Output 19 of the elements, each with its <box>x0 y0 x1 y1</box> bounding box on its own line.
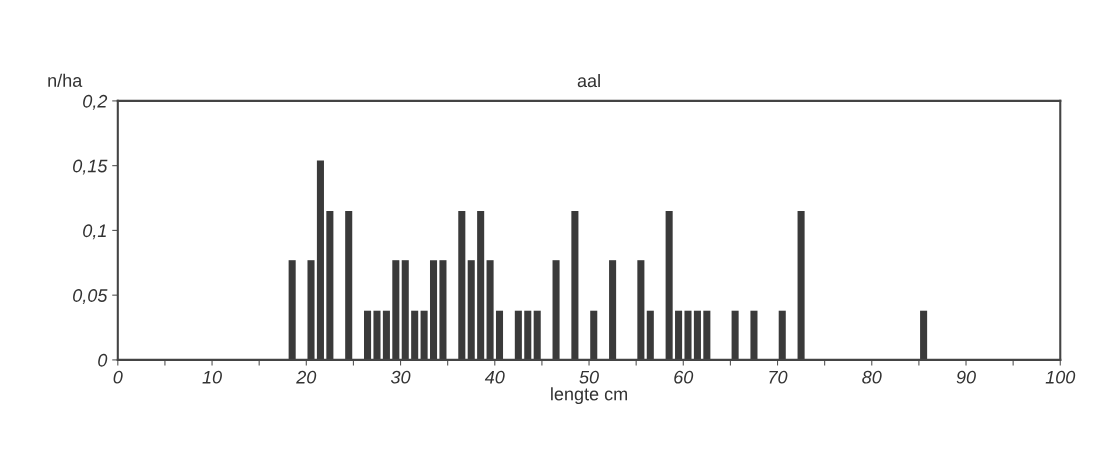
x-tick-label: 90 <box>956 370 976 384</box>
x-tick-label: 80 <box>862 370 882 384</box>
x-tick-label: 50 <box>579 370 599 384</box>
x-tick-label: 70 <box>769 370 788 384</box>
y-tick-label: 0,05 <box>73 289 108 305</box>
chart-title: aal <box>577 73 600 88</box>
x-tick-label: 10 <box>202 370 222 384</box>
y-tick-label: 0,2 <box>83 94 108 110</box>
x-tick-label: 30 <box>390 370 411 384</box>
y-tick-label: 0,1 <box>83 224 106 240</box>
x-tick-label: 40 <box>484 370 505 384</box>
y-tick-label: 0,15 <box>73 159 108 175</box>
x-tick-label: 20 <box>296 370 317 384</box>
x-tick-label: 100 <box>1045 370 1076 384</box>
x-tick-label: 0 <box>113 370 123 384</box>
y-axis-title: n/ha <box>48 73 83 87</box>
y-tick-label: 0 <box>98 353 108 367</box>
x-tick-label: 60 <box>674 370 694 384</box>
x-axis-title: lengte cm <box>551 387 627 404</box>
